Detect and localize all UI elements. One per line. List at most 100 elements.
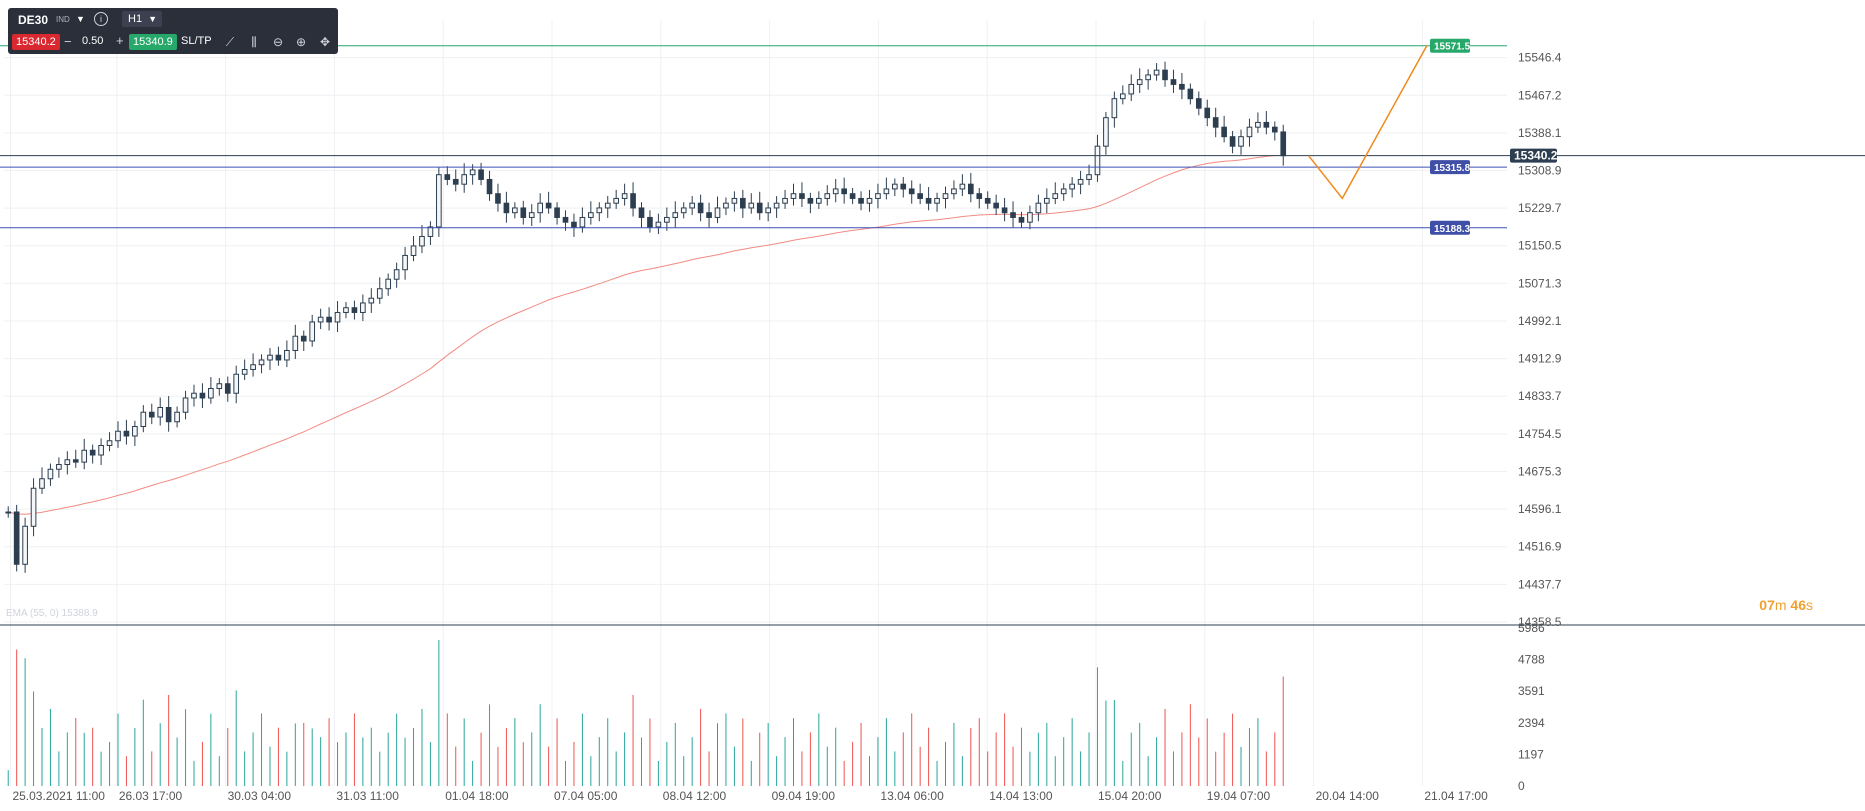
- ema-indicator-label[interactable]: EMA (55, 0) 15388.9: [6, 608, 98, 619]
- candle-body: [1094, 145, 1101, 176]
- candle-body: [89, 449, 96, 456]
- candle-body: [174, 411, 180, 423]
- candles-icon[interactable]: ⫼: [251, 35, 257, 49]
- candle-body: [731, 197, 738, 204]
- candle-body: [1204, 107, 1211, 119]
- candle-body: [740, 197, 746, 209]
- chart-grid: [0, 20, 1865, 786]
- candle-body: [849, 193, 856, 199]
- time-tick-label: 26.03 17:00: [119, 789, 183, 803]
- time-tick-label: 19.04 07:00: [1207, 789, 1271, 803]
- info-icon[interactable]: i: [94, 12, 108, 26]
- candle-body: [621, 193, 628, 199]
- time-tick-label: 07.04 05:00: [554, 789, 618, 803]
- candle-body: [275, 354, 282, 361]
- caret-down-icon[interactable]: ▼: [76, 14, 85, 24]
- price-tick-label: 14516.9: [1518, 540, 1562, 554]
- candle-body: [368, 297, 375, 304]
- plus-icon[interactable]: +: [116, 33, 124, 48]
- volume-input[interactable]: 0.50: [82, 35, 104, 47]
- candle-body: [613, 197, 619, 204]
- candle-body: [351, 307, 358, 313]
- candle-body: [1086, 174, 1092, 180]
- candle-body: [892, 183, 898, 190]
- candle-body: [816, 197, 822, 204]
- volume-tick-label: 5986: [1518, 621, 1545, 635]
- price-tick-label: 14992.1: [1518, 314, 1562, 328]
- candle-body: [376, 288, 383, 299]
- candle-body: [393, 269, 400, 280]
- candle-body: [748, 202, 755, 209]
- candle-body: [292, 335, 299, 351]
- candle-body: [452, 178, 459, 185]
- ema-line: [8, 155, 1284, 515]
- price-tick-label: 15150.5: [1518, 239, 1562, 253]
- toolbar-trade-row: 15340.2 − 0.50 + 15340.9 SL/TP ⟋ ⫼ ⊖ ⊕ ✥: [8, 31, 338, 53]
- candle-body: [883, 188, 890, 195]
- time-tick-label: 09.04 19:00: [772, 789, 836, 803]
- price-line-label: 15340.2: [1514, 149, 1558, 163]
- zoom-out-icon[interactable]: ⊖: [272, 35, 284, 49]
- candle-body: [706, 212, 712, 218]
- candle-body: [1119, 93, 1126, 100]
- candle-body: [554, 207, 560, 218]
- timeframe-label: H1: [128, 13, 143, 25]
- move-icon[interactable]: ✥: [319, 35, 331, 49]
- candle-body: [284, 349, 290, 361]
- price-tick-label: 14437.7: [1518, 577, 1562, 591]
- minus-icon[interactable]: −: [64, 34, 72, 49]
- volume-tick-label: 3591: [1518, 684, 1545, 698]
- candle-body: [976, 193, 983, 199]
- candle-body: [858, 197, 864, 204]
- candle-body: [917, 193, 923, 199]
- timeframe-select[interactable]: H1 ▼: [122, 11, 162, 27]
- candle-body: [942, 193, 949, 199]
- candle-body: [233, 373, 240, 394]
- candle-body: [132, 425, 138, 437]
- candle-body: [419, 235, 425, 247]
- candle-body: [1060, 188, 1067, 195]
- candle-body: [241, 368, 248, 375]
- candle-body: [1162, 69, 1168, 81]
- candle-body: [1263, 121, 1270, 128]
- candle-body: [537, 202, 544, 214]
- candle-body: [1128, 83, 1135, 95]
- candle-body: [571, 221, 577, 228]
- volume-tick-label: 1197: [1518, 747, 1544, 761]
- candle-body: [326, 316, 332, 323]
- line-chart-icon[interactable]: ⟋: [225, 35, 235, 49]
- candle-body: [672, 212, 679, 218]
- candle-body: [182, 397, 189, 413]
- price-tick-label: 15071.3: [1518, 276, 1562, 290]
- candle-body: [655, 221, 662, 228]
- candle-body: [1069, 183, 1075, 190]
- candle-body: [790, 193, 797, 199]
- candle-body: [250, 364, 256, 370]
- caret-down-icon: ▼: [148, 14, 157, 24]
- price-tick-label: 15546.4: [1518, 51, 1562, 65]
- candle-body: [216, 383, 223, 389]
- candle-body: [1280, 131, 1287, 157]
- zoom-in-icon[interactable]: ⊕: [295, 35, 307, 49]
- candle-body: [13, 511, 20, 565]
- candle-body: [1010, 212, 1016, 218]
- candle-body: [224, 383, 231, 394]
- instrument-type: IND: [56, 15, 70, 24]
- candle-body: [123, 430, 130, 437]
- sltp-button[interactable]: SL/TP: [181, 35, 212, 47]
- sell-button[interactable]: 15340.2: [12, 34, 60, 50]
- candle-body: [98, 445, 104, 456]
- candle-body: [503, 202, 510, 214]
- candle-body: [697, 202, 704, 214]
- candle-body: [528, 212, 535, 218]
- candle-body: [309, 321, 316, 342]
- candle-body: [630, 193, 636, 209]
- time-tick-label: 08.04 12:00: [663, 789, 727, 803]
- candle-body: [208, 387, 214, 399]
- symbol-label[interactable]: DE30: [18, 13, 49, 27]
- candle-body: [39, 478, 45, 489]
- buy-button[interactable]: 15340.9: [129, 34, 177, 50]
- candle-body: [115, 430, 121, 442]
- price-tick-label: 14754.5: [1518, 427, 1562, 441]
